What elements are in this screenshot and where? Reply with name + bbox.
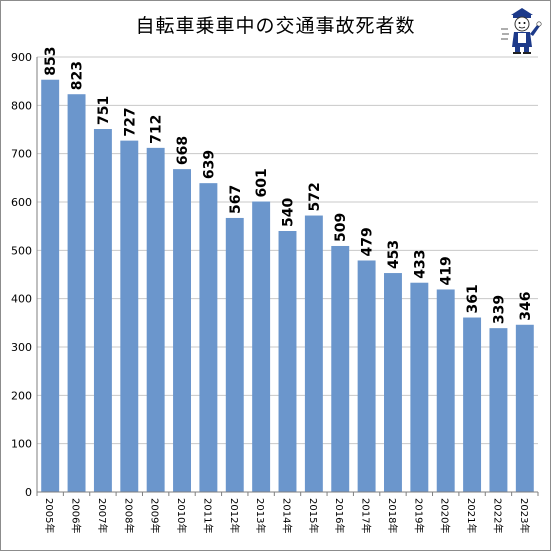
data-label: 668	[175, 136, 191, 165]
x-tick-label: 2015年	[307, 498, 320, 533]
x-tick-label: 2012年	[228, 498, 241, 533]
data-label: 567	[228, 185, 244, 214]
x-tick-label: 2006年	[70, 498, 83, 533]
bar	[225, 217, 244, 492]
x-tick-label: 2023年	[518, 498, 531, 533]
data-label: 433	[412, 249, 428, 278]
x-tick-label: 2013年	[254, 498, 267, 533]
data-label: 601	[254, 168, 270, 197]
y-tick-label: 900	[11, 51, 32, 64]
data-label: 639	[201, 150, 217, 179]
data-label: 540	[281, 198, 297, 227]
data-label: 853	[43, 46, 59, 75]
bar	[278, 231, 297, 492]
bar	[410, 282, 429, 492]
bar	[67, 94, 86, 492]
bar	[489, 328, 508, 492]
data-label: 419	[439, 256, 455, 285]
y-tick-label: 600	[11, 196, 32, 209]
y-tick-label: 0	[25, 486, 32, 499]
data-label: 479	[360, 227, 376, 256]
y-tick-label: 500	[11, 244, 32, 257]
x-tick-label: 2008年	[122, 498, 135, 533]
x-tick-label: 2016年	[333, 498, 346, 533]
data-label: 453	[386, 240, 402, 269]
x-tick-label: 2007年	[96, 498, 109, 533]
data-label: 346	[518, 292, 534, 321]
x-tick-label: 2010年	[175, 498, 188, 533]
data-label: 361	[465, 284, 481, 313]
bar	[120, 140, 139, 492]
y-tick-label: 400	[11, 293, 32, 306]
data-label: 751	[96, 96, 112, 125]
data-label: 712	[149, 115, 165, 144]
data-label: 509	[333, 213, 349, 242]
bar	[93, 129, 112, 492]
bar	[304, 215, 323, 493]
bar	[146, 147, 165, 492]
bar	[384, 273, 402, 492]
x-tick-label: 2009年	[149, 498, 162, 533]
mascot-character-icon	[501, 8, 542, 54]
y-tick-label: 700	[11, 148, 32, 161]
bar	[199, 183, 218, 492]
x-tick-label: 2018年	[386, 498, 399, 533]
bar	[331, 245, 350, 492]
bar	[436, 289, 455, 492]
y-tick-label: 300	[11, 341, 32, 354]
x-tick-label: 2022年	[491, 498, 504, 533]
x-tick-label: 2021年	[465, 498, 478, 533]
bar	[357, 260, 376, 492]
data-label: 339	[491, 295, 507, 324]
data-label: 727	[122, 107, 138, 136]
x-tick-label: 2019年	[412, 498, 425, 533]
bar	[463, 317, 482, 492]
y-tick-label: 800	[11, 99, 32, 112]
x-tick-label: 2005年	[43, 498, 56, 533]
bar	[252, 201, 271, 492]
x-tick-label: 2014年	[281, 498, 294, 533]
y-tick-label: 100	[11, 438, 32, 451]
bar	[41, 79, 60, 492]
y-tick-label: 200	[11, 389, 32, 402]
x-tick-label: 2011年	[201, 498, 214, 533]
bar	[515, 324, 534, 492]
chart-title: 自転車乗車中の交通事故死者数	[135, 15, 416, 37]
x-tick-label: 2020年	[439, 498, 452, 533]
bar	[173, 169, 191, 492]
x-tick-label: 2017年	[360, 498, 373, 533]
data-label: 572	[307, 182, 323, 211]
data-label: 823	[70, 61, 86, 90]
